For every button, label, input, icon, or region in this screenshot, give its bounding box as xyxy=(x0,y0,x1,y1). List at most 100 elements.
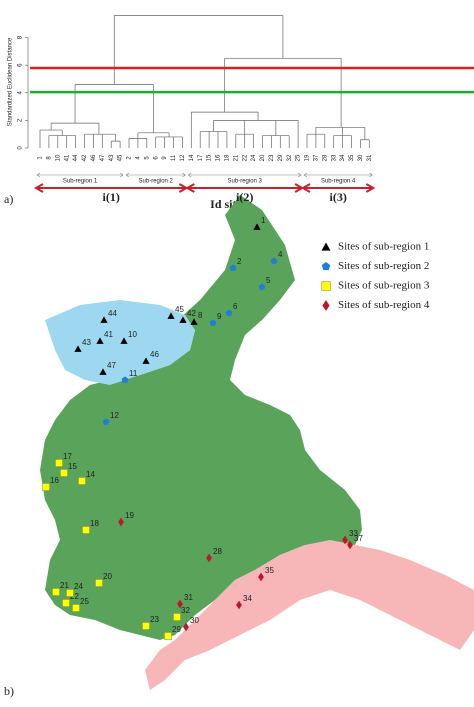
site-marker xyxy=(209,319,217,326)
leaf-label: 34 xyxy=(340,154,346,161)
leaf-label: 43 xyxy=(109,154,115,161)
leaf-label: 15 xyxy=(207,154,213,161)
site-label: 42 xyxy=(187,309,196,318)
site-label: 1 xyxy=(261,216,266,225)
leaf-label: 42 xyxy=(82,154,88,161)
leaf-label: 8 xyxy=(46,156,52,160)
leaf-label: 22 xyxy=(242,154,248,161)
site-label: 8 xyxy=(198,311,203,320)
site-label: 35 xyxy=(265,566,274,575)
site-marker xyxy=(229,264,237,271)
group-arrow xyxy=(300,183,376,193)
leaf-label: 25 xyxy=(296,154,302,161)
leaf-label: 6 xyxy=(153,156,159,160)
site-marker xyxy=(258,572,264,582)
leaf-label: 19 xyxy=(305,154,311,161)
site-label: 25 xyxy=(80,597,89,606)
leaf-label: 18 xyxy=(224,154,230,161)
y-axis-label: Standardized Euclidean Distance xyxy=(8,37,14,126)
subregion-bracket xyxy=(303,172,373,178)
site-marker xyxy=(120,337,128,344)
site-label: 2 xyxy=(237,257,242,266)
dendrogram-node xyxy=(333,135,352,148)
panel-label: a) xyxy=(4,192,13,206)
dendrogram-node xyxy=(235,133,254,148)
site-marker xyxy=(164,632,172,640)
y-tick-label: 2 xyxy=(18,118,24,122)
site-label: 16 xyxy=(50,476,59,485)
site-marker xyxy=(100,316,108,323)
leaf-label: 44 xyxy=(73,154,79,161)
site-marker xyxy=(95,579,103,587)
leaf-label: 12 xyxy=(180,154,186,161)
y-tick-label: 4 xyxy=(18,90,24,94)
site-label: 45 xyxy=(175,305,184,314)
panel-label: b) xyxy=(4,684,14,698)
site-label: 30 xyxy=(190,616,199,625)
leaf-label: 24 xyxy=(251,154,257,161)
site-label: 19 xyxy=(125,511,134,520)
site-marker xyxy=(102,418,110,425)
leaf-label: 14 xyxy=(189,154,195,161)
leaf-label: 47 xyxy=(100,154,106,161)
site-label: 21 xyxy=(60,581,69,590)
site-marker xyxy=(74,345,82,352)
site-marker xyxy=(253,223,261,230)
dendrogram-node xyxy=(84,133,116,148)
leaf-label: 5 xyxy=(144,156,150,160)
y-tick-label: 0 xyxy=(18,146,24,150)
group-label: i(1) xyxy=(103,190,120,204)
region-green xyxy=(40,195,362,640)
site-marker xyxy=(179,316,187,323)
leaf-label: 23 xyxy=(269,154,275,161)
dendrogram-node xyxy=(199,131,228,148)
site-label: 18 xyxy=(90,519,99,528)
legend-label: Sites of sub-region 1 xyxy=(338,241,429,253)
leaf-label: 10 xyxy=(55,154,61,161)
site-marker xyxy=(347,540,353,550)
group-label: i(3) xyxy=(329,190,346,204)
leaf-label: 35 xyxy=(349,154,355,161)
region-pink xyxy=(145,540,474,690)
site-marker xyxy=(177,599,183,609)
site-marker xyxy=(52,588,60,596)
leaf-label: 2 xyxy=(127,156,133,160)
site-label: 44 xyxy=(108,309,117,318)
dendrogram-node xyxy=(113,15,284,85)
site-label: 14 xyxy=(86,470,95,479)
site-marker xyxy=(183,622,189,632)
dendrogram-node xyxy=(128,137,148,148)
leaf-label: 21 xyxy=(233,154,239,161)
site-marker xyxy=(118,517,124,527)
site-label: 6 xyxy=(233,302,238,311)
site-label: 31 xyxy=(184,593,193,602)
region-blue xyxy=(45,300,195,385)
leaf-label: 31 xyxy=(367,154,373,161)
site-label: 11 xyxy=(129,369,138,378)
site-marker xyxy=(42,483,50,491)
legend-label: Sites of sub-region 3 xyxy=(338,280,430,292)
leaf-label: 4 xyxy=(135,156,141,160)
dendrogram-node xyxy=(262,135,290,148)
subregion-bracket xyxy=(125,172,186,178)
dendrogram-node xyxy=(315,126,366,140)
site-marker xyxy=(60,469,68,477)
leaf-label: 29 xyxy=(278,154,284,161)
site-label: 43 xyxy=(82,338,91,347)
site-marker xyxy=(258,283,266,290)
legend-marker xyxy=(321,262,331,271)
dendrogram-node xyxy=(110,140,121,148)
legend-marker xyxy=(321,281,331,291)
site-label: 33 xyxy=(349,529,358,538)
site-marker xyxy=(167,312,175,319)
site-label: 47 xyxy=(107,361,116,370)
dendrogram-node xyxy=(39,129,63,148)
site-marker xyxy=(62,599,70,607)
legend-marker xyxy=(321,242,331,251)
site-marker xyxy=(142,357,150,364)
site-marker xyxy=(190,318,198,325)
leaf-label: 1 xyxy=(38,156,44,160)
site-label: 28 xyxy=(213,547,222,556)
dendrogram-node xyxy=(360,139,370,148)
